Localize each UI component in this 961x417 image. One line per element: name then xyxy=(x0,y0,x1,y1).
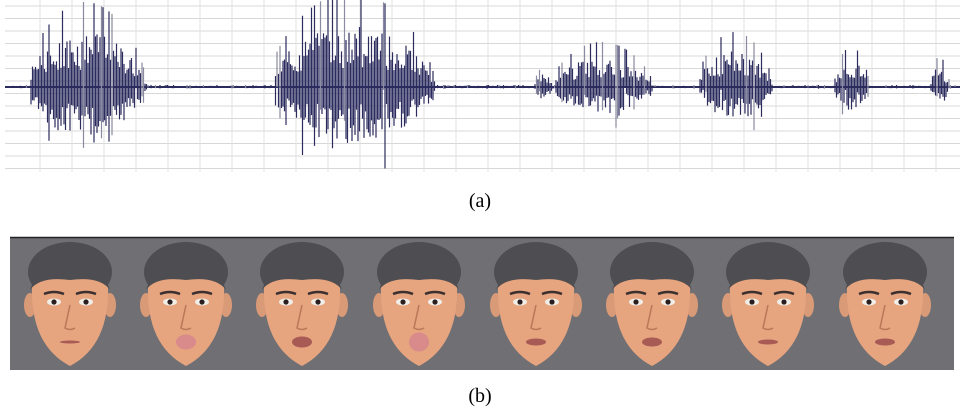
pupil xyxy=(199,299,204,304)
pupil xyxy=(167,299,172,304)
pupil xyxy=(665,299,670,304)
pupil xyxy=(517,299,522,304)
mouth xyxy=(758,340,778,345)
mouth xyxy=(292,337,312,348)
pupil xyxy=(400,299,405,304)
pupil xyxy=(432,299,437,304)
mouth xyxy=(409,333,429,352)
caption: (a) xyxy=(469,190,491,212)
mouth xyxy=(875,339,895,346)
pupil xyxy=(283,299,288,304)
pupil xyxy=(51,299,56,304)
caption: (b) xyxy=(468,385,491,407)
pupil xyxy=(781,299,786,304)
page: (a) (b) (() => { const data = JSON.parse… xyxy=(0,0,961,412)
pupil xyxy=(749,299,754,304)
mouth xyxy=(526,339,546,346)
figure: (a) (b) xyxy=(0,0,961,412)
mouth xyxy=(60,341,80,344)
pupil xyxy=(633,299,638,304)
pupil xyxy=(83,299,88,304)
pupil xyxy=(898,299,903,304)
mouth xyxy=(176,335,196,350)
pupil xyxy=(866,299,871,304)
pupil xyxy=(549,299,554,304)
pupil xyxy=(315,299,320,304)
mouth xyxy=(642,338,662,347)
